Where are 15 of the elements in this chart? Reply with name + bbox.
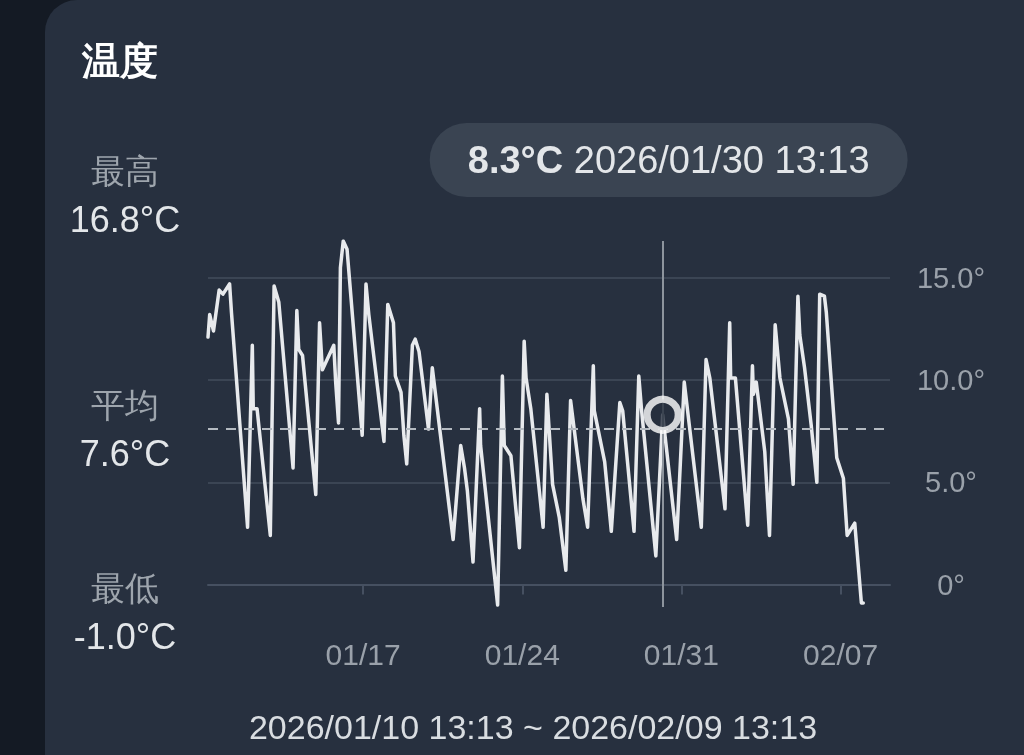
y-tick-label: 10.0° [916,364,986,397]
x-tick-label: 01/17 [325,637,401,671]
ref-line-label: 平均 7.6°C [79,386,171,474]
x-tick-label: 02/07 [803,637,879,671]
y-tick-label: 0° [937,568,965,601]
text: 8.3°C 2026/01/30 13:13 [467,139,870,181]
x-axis-title: 2026/01/10 13:13 ~ 2026/02/09 13:13 [248,708,818,746]
text: 最低 -1.0°C [73,569,177,657]
line-series [206,239,866,607]
y-tick-label: 15.0° [916,261,986,294]
x-tick-label: 01/31 [643,637,719,671]
x-tick-label: 01/24 [484,637,560,671]
chart-title: 温度 [81,40,158,82]
y-tick-label: 5.0° [925,466,977,499]
text: 最高 16.8°C [69,152,181,240]
